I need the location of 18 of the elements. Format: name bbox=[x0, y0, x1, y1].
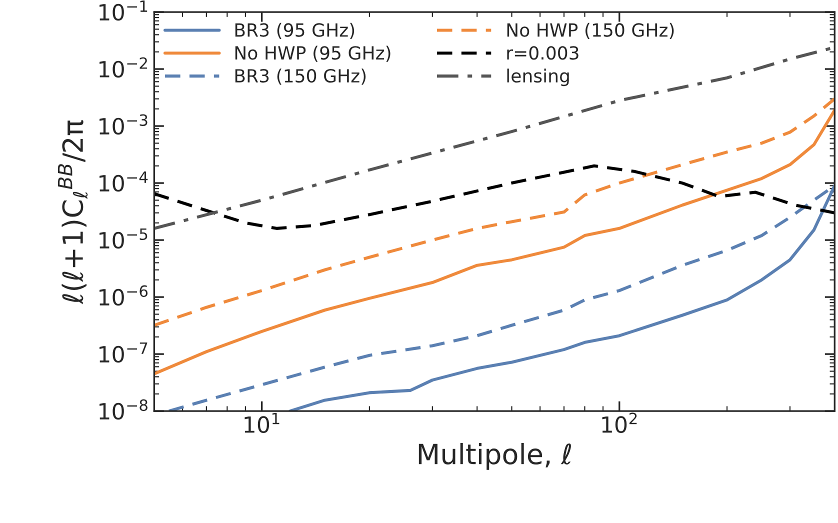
y-tick-label: 10$^{−2}$ bbox=[100, 57, 147, 78]
y-tick-label: 10$^{−7}$ bbox=[100, 342, 148, 363]
y-tick-label: 10$^{−1}$ bbox=[100, 0, 148, 21]
x-axis-title: Multipole, ℓ bbox=[418, 443, 571, 470]
x-tick-label: 10$^{1}$ bbox=[244, 412, 280, 433]
y-tick-label: 10$^{−6}$ bbox=[100, 285, 148, 306]
legend-label: No HWP (150 GHz) bbox=[507, 22, 674, 39]
legend-label: lensing bbox=[507, 68, 569, 86]
x-tick-label: 10$^{2}$ bbox=[602, 412, 637, 433]
legend-label: BR3 (95 GHz) bbox=[235, 22, 354, 39]
legend-label: r=0.003 bbox=[507, 46, 578, 60]
y-tick-label: 10$^{−3}$ bbox=[100, 114, 148, 135]
legend-label: No HWP (95 GHz) bbox=[235, 46, 390, 62]
legend-label: BR3 (150 GHz) bbox=[235, 68, 366, 85]
y-tick-label: 10$^{−8}$ bbox=[100, 399, 148, 420]
y-tick-label: 10$^{−4}$ bbox=[100, 171, 148, 192]
y-tick-label: 10$^{−5}$ bbox=[100, 228, 148, 249]
y-axis-title: ℓ(ℓ+1)C$_{ℓ}$$^{BB}$/2π bbox=[58, 120, 88, 304]
